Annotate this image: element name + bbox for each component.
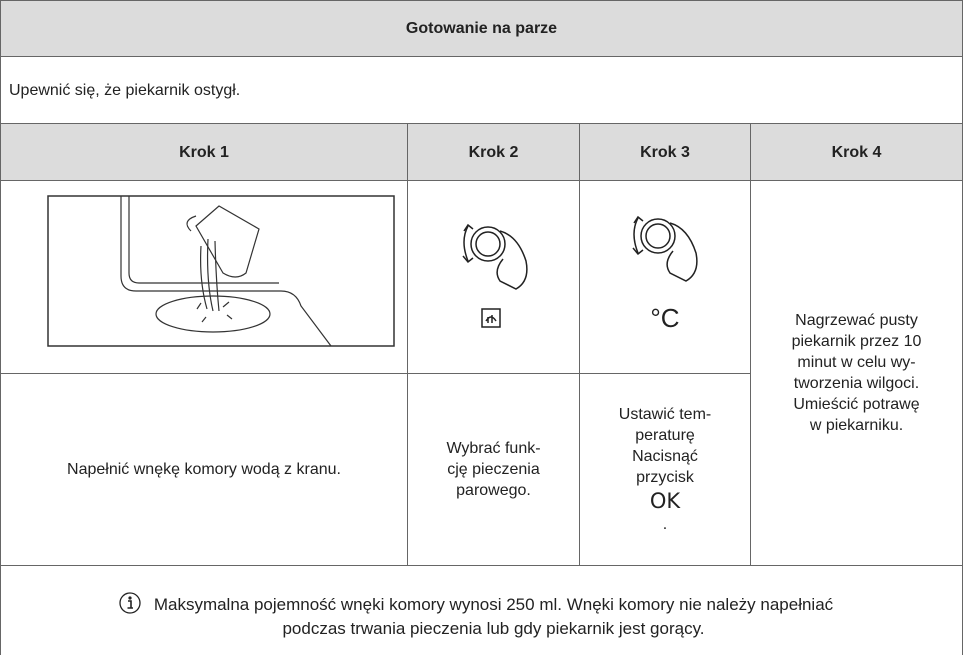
text-line: w piekarniku. bbox=[809, 417, 904, 434]
step-header: Krok 3 bbox=[579, 123, 751, 181]
text-line: . bbox=[662, 516, 668, 533]
text-line: podczas trwania pieczenia lub gdy piekar… bbox=[282, 619, 705, 638]
step-label: Krok 2 bbox=[468, 143, 519, 161]
text-line: Maksymalna pojemność wnęki komory wynosi… bbox=[153, 595, 834, 614]
text-line: Wybrać funk- bbox=[446, 440, 541, 457]
image-cell bbox=[407, 180, 580, 374]
unit-symbol: °C bbox=[650, 303, 680, 333]
image-cell: °C bbox=[579, 180, 751, 374]
note-cell: Maksymalna pojemność wnęki komory wynosi… bbox=[0, 565, 963, 655]
step-header: Krok 2 bbox=[407, 123, 580, 181]
step-text: Ustawić tem-peraturę Nacisnąć przycisk OK. bbox=[579, 373, 751, 566]
note: Maksymalna pojemność wnęki komory wynosi… bbox=[130, 593, 833, 641]
knob-illustration bbox=[462, 223, 528, 328]
text-line: Nagrzewać pusty bbox=[795, 312, 918, 329]
title: Gotowanie na parze bbox=[405, 20, 558, 37]
text-line: Ustawić tem- bbox=[618, 406, 712, 423]
text-line: cję pieczenia bbox=[447, 461, 540, 478]
knob-illustration bbox=[632, 215, 698, 282]
text-line: Napełnić wnękę komory wodą z kranu. bbox=[67, 461, 341, 478]
text-line: Nacisnąć bbox=[632, 448, 698, 465]
step-header: Krok 1 bbox=[0, 123, 408, 181]
text-line: tworzenia wilgoci. bbox=[793, 375, 920, 392]
text-line: Umieścić potrawę bbox=[793, 396, 920, 413]
fill-illustration bbox=[47, 195, 395, 347]
text-line: minut w celu wy- bbox=[797, 354, 916, 371]
step-text: Wybrać funk-cję pieczenia parowego. bbox=[407, 373, 580, 566]
title-cell: Gotowanie na parze bbox=[0, 0, 963, 57]
step-header: Krok 4 bbox=[750, 123, 963, 181]
step-label: Krok 1 bbox=[179, 143, 229, 161]
info-icon bbox=[119, 592, 141, 614]
text-line: przycisk bbox=[636, 469, 694, 486]
image-cell bbox=[0, 180, 408, 374]
intro: Upewnić się, że piekarnik ostygł. bbox=[9, 81, 241, 99]
text-line: piekarnik przez 10 bbox=[791, 333, 922, 350]
step-text: Napełnić wnękę komory wodą z kranu. bbox=[0, 373, 408, 566]
intro-cell: Upewnić się, że piekarnik ostygł. bbox=[0, 56, 963, 124]
text-line: OK bbox=[649, 489, 681, 513]
step-label: Krok 4 bbox=[831, 143, 882, 161]
step-label: Krok 3 bbox=[640, 143, 690, 161]
step-text: Nagrzewać pusty piekarnik przez 10 minut w… bbox=[750, 180, 963, 566]
text-line: peraturę bbox=[635, 427, 695, 444]
text-line: parowego. bbox=[456, 482, 531, 499]
